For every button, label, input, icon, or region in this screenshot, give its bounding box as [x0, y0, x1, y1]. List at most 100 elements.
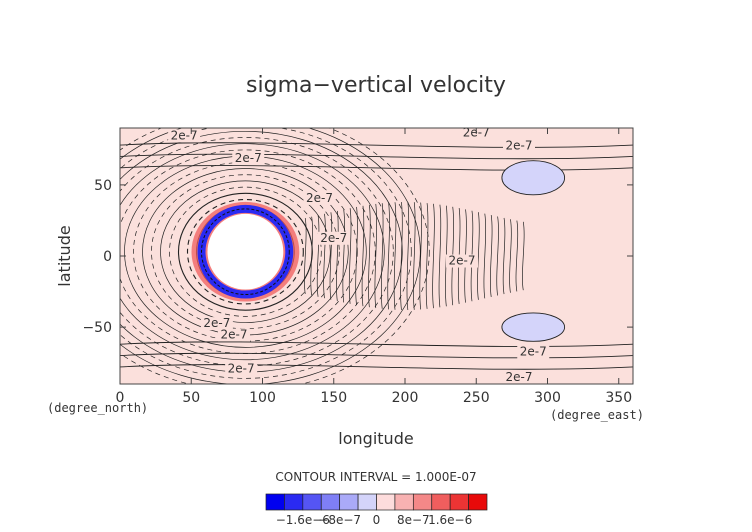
contour-wave: [387, 202, 390, 310]
contour-wave: [310, 216, 313, 296]
contour-label-bg: [232, 152, 265, 166]
contour-label-bg: [168, 129, 201, 143]
contour-band: [120, 153, 633, 160]
contour-wave: [380, 203, 384, 309]
contour-label-bg: [218, 328, 250, 342]
contour-label: 2e-7: [506, 138, 533, 152]
colorbar-swatch: [357, 493, 377, 511]
colorbar: [265, 493, 488, 511]
contour-label: 2e-7: [171, 128, 198, 142]
contour-label-bg: [225, 362, 258, 376]
negative-ring-contours: [201, 208, 290, 296]
contour-wave: [522, 221, 525, 291]
contour-labels: 2e-72e-72e-72e-72e-72e-72e-72e-72e-72e-7…: [168, 128, 550, 384]
contour-label: 2e-7: [228, 362, 255, 376]
contour-band: [120, 352, 633, 359]
contour-wave: [348, 208, 352, 304]
contour-wave: [316, 215, 320, 297]
contour-wave: [438, 204, 442, 308]
chart-title: sigma−vertical velocity: [246, 73, 506, 98]
contour-ring: [120, 143, 385, 361]
colorbar-swatch: [468, 493, 488, 511]
contour-wave: [323, 213, 326, 299]
contour-band: [120, 364, 633, 370]
contour-ring: [133, 161, 358, 342]
colorbar-swatch: [449, 493, 469, 511]
contour-label: 2e-7: [449, 254, 476, 268]
ring-interior: [207, 213, 284, 290]
colorbar-tick-label: 8e−7: [397, 513, 430, 527]
contour-wave: [477, 212, 480, 300]
contour-band: [120, 142, 633, 148]
contour-wave: [413, 202, 416, 310]
contour-ring: [120, 128, 421, 384]
negative-patch: [501, 312, 566, 342]
contour-band: [120, 341, 633, 347]
contour-band: [120, 165, 633, 171]
y-axis: 50 0 −50: [82, 178, 633, 336]
y-tick-label: −50: [82, 320, 112, 336]
contour-label: 2e-7: [235, 151, 262, 165]
x-tick-label: 350: [605, 390, 632, 406]
contour-ring: [177, 192, 313, 311]
contour-wave: [400, 201, 403, 311]
contour-label-bg: [503, 139, 535, 153]
x-tick-label: 250: [463, 390, 490, 406]
contour-wave: [342, 209, 345, 303]
contour-label-bg: [303, 191, 336, 205]
x-axis: 0 50 100 150 200 250 300 350: [116, 128, 632, 406]
contour-wave: [502, 217, 506, 295]
contour-ring: [160, 180, 331, 323]
contour-wave: [336, 210, 339, 302]
colorbar-tick-label: −8e−7: [318, 513, 361, 527]
contour-label-bg: [446, 254, 478, 268]
plot-area: 2e-72e-72e-72e-72e-72e-72e-72e-72e-72e-7…: [119, 127, 634, 385]
colorbar-swatch: [339, 493, 359, 511]
y-axis-unit: (degree_north): [47, 401, 148, 415]
x-axis-label: longitude: [338, 429, 413, 448]
contour-label: 2e-7: [320, 231, 347, 245]
contour-ring: [186, 198, 304, 305]
contour-label-bg: [317, 231, 350, 245]
contour-ring: [120, 128, 430, 384]
contour-wave: [515, 220, 519, 292]
y-axis-label: latitude: [55, 225, 74, 286]
contour-label-bg: [517, 345, 550, 359]
colorbar-swatch: [376, 493, 396, 511]
colorbar-swatch: [265, 493, 285, 511]
x-tick-label: 50: [182, 390, 200, 406]
x-tick-label: 100: [249, 390, 276, 406]
contour-label: 2e-7: [221, 327, 248, 341]
contour-wave: [425, 203, 429, 309]
contour-label: 2e-7: [520, 345, 547, 359]
colorbar-swatch: [412, 493, 433, 511]
x-axis-unit: (degree_east): [550, 408, 644, 422]
contour-wave: [361, 205, 365, 307]
contour-wave: [509, 219, 512, 293]
y-tick-label: 50: [94, 178, 112, 194]
contour-label: 2e-7: [203, 316, 230, 330]
field-features: [191, 160, 566, 342]
colorbar-tick-label: 0: [373, 513, 381, 527]
contour-wave: [432, 203, 435, 309]
colorbar-tick-label: −1.6e−6: [276, 513, 330, 527]
contour-wave: [496, 216, 499, 296]
contour-wave: [406, 201, 410, 311]
colorbar-swatch: [431, 493, 451, 511]
contour-label-bg: [503, 371, 535, 384]
contour-wave: [355, 206, 358, 306]
x-tick-label: 200: [392, 390, 419, 406]
contour-ring: [169, 186, 322, 317]
contour-interval-text: CONTOUR INTERVAL = 1.000E-07: [275, 470, 476, 484]
contour-wave: [489, 215, 493, 297]
colorbar-swatch: [320, 493, 341, 511]
contour-ring: [120, 128, 412, 379]
colorbar-ticks: −1.6e−6−8e−7 0 8e−71.6e−6: [276, 513, 473, 527]
colorbar-swatch: [394, 493, 414, 511]
contour-ring: [120, 137, 394, 367]
contour-wave: [419, 202, 422, 310]
contour-wave: [483, 213, 487, 299]
colorbar-tick-label: 1.6e−6: [428, 513, 472, 527]
x-tick-label: 0: [116, 390, 125, 406]
